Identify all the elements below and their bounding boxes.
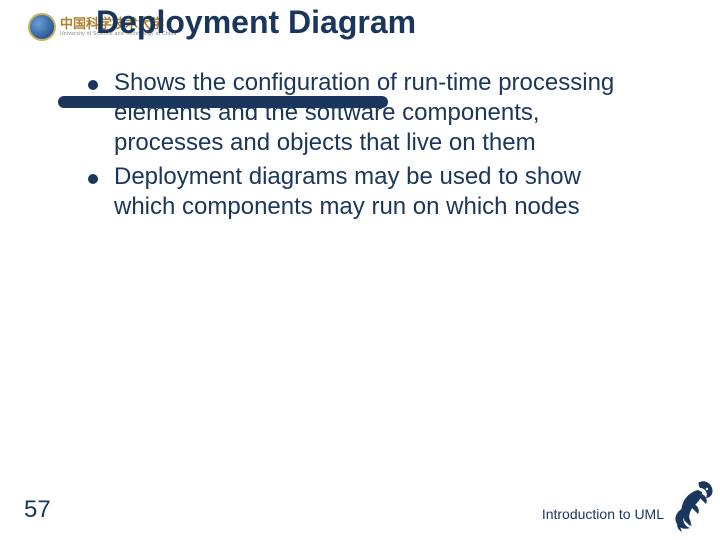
bullet-list: Shows the configuration of run-time proc… (88, 68, 648, 226)
list-item: Shows the configuration of run-time proc… (88, 68, 648, 158)
slide: 中国科学技术大学 University of Science and Techn… (0, 0, 720, 540)
slide-number: 57 (24, 496, 51, 524)
bullet-text: Deployment diagrams may be used to show … (114, 162, 648, 222)
university-seal-icon (28, 13, 56, 41)
bullet-dot-icon (88, 174, 98, 184)
slide-title: Deployment Diagram (96, 4, 416, 41)
list-item: Deployment diagrams may be used to show … (88, 162, 648, 222)
dragon-icon (654, 470, 718, 534)
bullet-text: Shows the configuration of run-time proc… (114, 68, 648, 158)
footer-text: Introduction to UML (542, 506, 664, 522)
bullet-dot-icon (88, 80, 98, 90)
